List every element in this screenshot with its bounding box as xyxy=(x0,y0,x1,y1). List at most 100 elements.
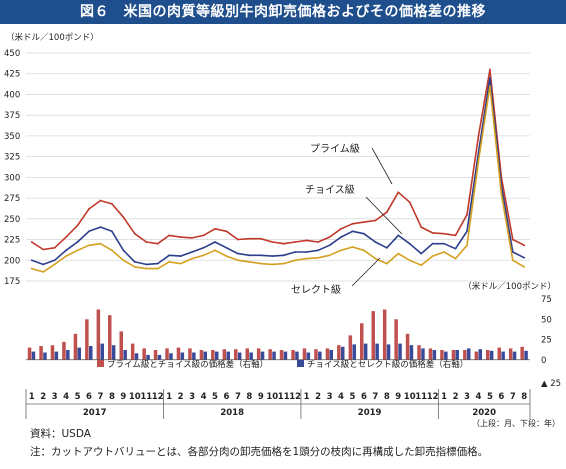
diff-bar xyxy=(142,348,146,360)
diff-bar xyxy=(272,351,276,360)
series-point xyxy=(202,234,205,237)
diff-bar xyxy=(405,333,410,360)
diff-bar xyxy=(89,346,93,360)
series-point xyxy=(305,251,308,253)
diff-bar xyxy=(486,350,490,360)
diff-bar xyxy=(524,350,528,360)
x-month-label: 4 xyxy=(338,392,344,402)
series-point xyxy=(168,254,171,257)
diff-bar xyxy=(134,353,139,360)
series-point xyxy=(179,236,182,238)
series-point xyxy=(237,252,239,255)
x-month-label: 10 xyxy=(129,392,141,402)
series-point xyxy=(168,261,171,263)
figure-title: 図６ 米国の肉質等級別牛肉卸売価格およびその価格差の推移 xyxy=(0,0,566,24)
series-point xyxy=(271,263,274,266)
x-month-label: 6 xyxy=(498,392,504,402)
diff-bar xyxy=(463,350,467,360)
series-point xyxy=(397,234,400,237)
lower-y-unit-label: （米ドル／100ポンド） xyxy=(463,281,556,292)
x-month-label: 9 xyxy=(258,392,264,402)
x-month-label: 2 xyxy=(453,392,459,402)
upper-y-tick-label: 225 xyxy=(4,236,20,246)
x-month-label: 4 xyxy=(475,392,481,402)
series-point xyxy=(443,232,445,235)
upper-y-tick-label: 325 xyxy=(4,153,20,163)
diff-bar xyxy=(157,354,162,360)
legend-swatch xyxy=(97,360,104,367)
x-month-label: 8 xyxy=(246,392,252,402)
series-point xyxy=(248,261,251,263)
series-point xyxy=(202,246,205,249)
diff-bar xyxy=(31,351,36,360)
x-year-label: 2019 xyxy=(358,408,382,418)
x-month-label: 5 xyxy=(75,392,81,402)
series-point xyxy=(65,255,67,258)
diff-bar xyxy=(398,343,402,360)
diff-bar xyxy=(234,349,238,360)
series-point xyxy=(294,259,297,262)
diff-bar xyxy=(382,309,387,360)
diff-bar xyxy=(375,343,379,360)
series-point xyxy=(179,262,182,265)
upper-y-tick-label: 375 xyxy=(4,111,20,121)
diff-bar xyxy=(474,351,479,360)
upper-price-lines xyxy=(30,68,526,273)
diff-bar xyxy=(54,351,59,360)
diff-bar xyxy=(421,348,425,360)
series-point xyxy=(191,236,193,239)
diff-bar xyxy=(386,344,391,360)
series-point xyxy=(282,254,285,257)
series-point xyxy=(454,257,457,260)
upper-y-tick-label: 400 xyxy=(4,90,20,100)
series-point xyxy=(523,266,526,268)
diff-bar xyxy=(39,346,43,360)
source-note: 資料：USDA xyxy=(30,428,91,440)
series-point xyxy=(30,259,33,262)
lower-y-tick-label: 50 xyxy=(541,315,552,325)
diff-bar xyxy=(165,348,169,360)
series-point xyxy=(351,222,354,225)
diff-bar xyxy=(176,347,181,360)
diff-bar xyxy=(512,351,517,360)
diff-bar xyxy=(440,350,444,360)
x-month-label: 6 xyxy=(86,392,92,402)
x-month-label: 7 xyxy=(235,392,241,402)
series-point xyxy=(271,241,274,243)
diff-bar xyxy=(226,351,230,360)
diff-bar xyxy=(192,352,196,360)
x-month-label: 12 xyxy=(427,392,439,402)
series-point xyxy=(489,68,491,71)
diff-bar xyxy=(325,348,330,360)
series-point xyxy=(500,193,503,195)
series-point xyxy=(477,135,480,137)
diff-bar xyxy=(146,354,150,360)
x-month-label: 11 xyxy=(278,392,290,402)
series-point xyxy=(111,249,113,252)
series-line-1 xyxy=(31,77,525,266)
x-year-label: 2020 xyxy=(472,408,496,418)
series-point xyxy=(133,232,136,235)
lower-y-tick-label: 25 xyxy=(541,336,552,346)
series-point xyxy=(191,257,193,260)
series-point xyxy=(328,236,331,238)
series-point xyxy=(145,263,148,266)
series-point xyxy=(431,232,434,234)
series-point xyxy=(363,221,365,224)
diff-bar xyxy=(417,345,421,360)
series-point xyxy=(397,252,400,255)
series-point xyxy=(351,246,354,248)
x-month-label: 1 xyxy=(166,392,172,402)
annotation-leader-line xyxy=(365,196,403,235)
diff-bar xyxy=(62,341,66,360)
diff-bar xyxy=(363,343,368,360)
x-month-label: 3 xyxy=(464,392,470,402)
series-point xyxy=(317,241,319,243)
diff-bar xyxy=(203,351,207,360)
series-point xyxy=(99,199,102,202)
series-annotation-label: プライム級 xyxy=(310,142,360,155)
diff-bar xyxy=(497,347,501,360)
x-month-label: 3 xyxy=(189,392,195,402)
series-point xyxy=(214,249,216,252)
